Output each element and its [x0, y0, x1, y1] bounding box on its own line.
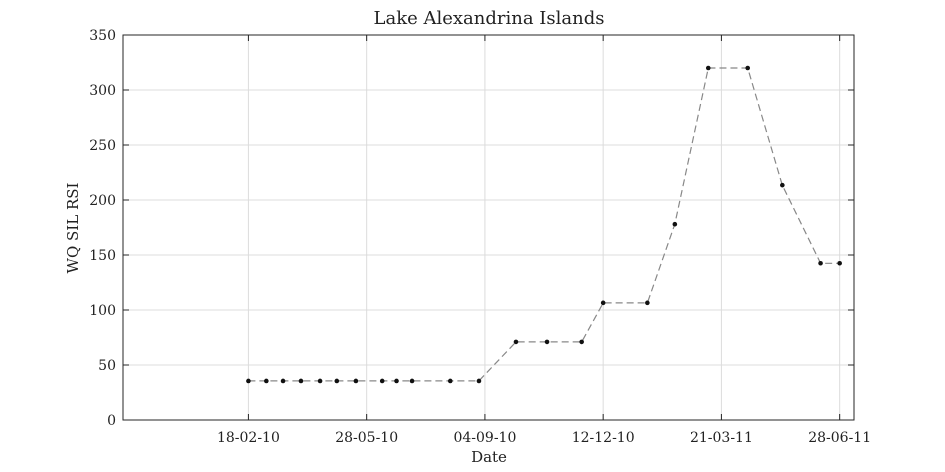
data-point — [579, 339, 584, 345]
data-point — [379, 378, 385, 384]
data-point — [513, 339, 519, 345]
data-point — [447, 378, 453, 384]
data-point — [334, 378, 340, 384]
y-tick-label: 250 — [89, 138, 116, 154]
data-point — [409, 378, 415, 384]
series-line — [248, 67, 840, 382]
y-tick-label: 50 — [98, 358, 116, 374]
data-point — [476, 378, 482, 384]
data-point — [672, 221, 678, 227]
x-tick-label: 21-03-11 — [690, 430, 753, 446]
y-tick-label: 200 — [89, 193, 116, 209]
data-point — [745, 65, 750, 71]
data-point — [394, 378, 399, 384]
x-tick-label: 04-09-10 — [453, 430, 516, 446]
data-point — [298, 378, 304, 384]
y-tick-label: 150 — [89, 248, 116, 264]
x-tick-label: 28-06-11 — [808, 430, 871, 446]
plot-frame — [122, 34, 855, 421]
data-point — [280, 378, 286, 384]
x-tick-label: 28-05-10 — [335, 430, 398, 446]
x-tick-label: 18-02-10 — [217, 430, 280, 446]
data-point — [544, 339, 550, 345]
x-axis-label: Date — [471, 448, 507, 466]
data-point — [353, 378, 359, 384]
grid — [123, 34, 854, 421]
y-axis-label: WQ SIL RSI — [64, 182, 82, 273]
y-tick-label: 0 — [107, 413, 116, 429]
data-point — [600, 300, 606, 306]
x-tick-label: 12-12-10 — [572, 430, 635, 446]
data-point — [818, 260, 823, 266]
data-point — [317, 378, 323, 384]
data-point — [264, 378, 269, 384]
data-point — [645, 300, 650, 306]
chart-title: Lake Alexandrina Islands — [374, 8, 605, 29]
y-tick-label: 350 — [89, 28, 116, 44]
y-tick-label: 100 — [89, 303, 116, 319]
data-point — [246, 378, 251, 384]
data-point — [837, 260, 842, 266]
y-tick-label: 300 — [89, 83, 116, 99]
series-layer — [246, 65, 842, 384]
axis-ticks: 0 50 100 150 200 250 300 350 18-02-10 28-05-10 04-… — [89, 28, 871, 446]
data-point — [705, 65, 711, 71]
data-point — [780, 182, 785, 188]
